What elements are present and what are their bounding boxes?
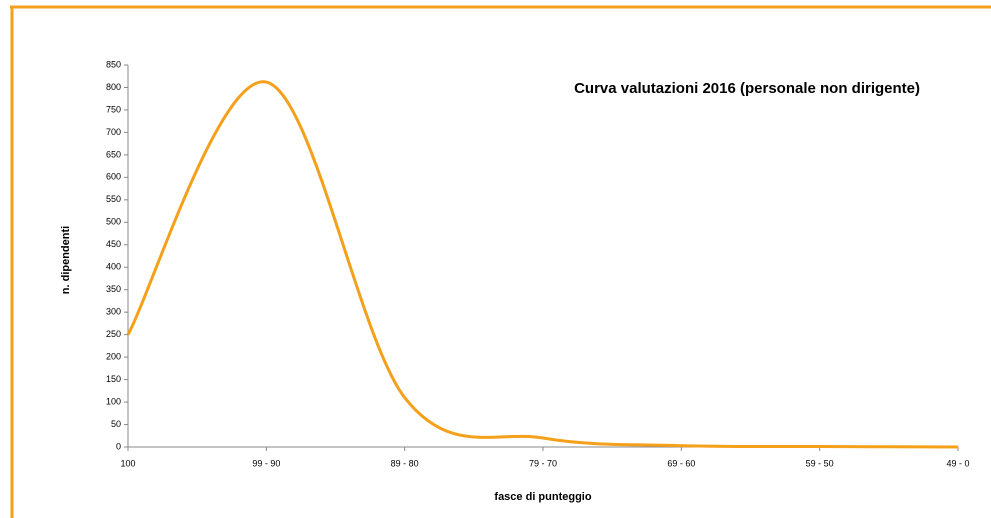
x-tick-label: 99 - 90 (252, 458, 280, 468)
y-tick-label: 600 (106, 172, 121, 182)
y-tick-label: 400 (106, 262, 121, 272)
line-series (126, 80, 959, 449)
y-tick-label: 100 (106, 396, 121, 406)
x-tick-label: 59 - 50 (806, 458, 834, 468)
y-tick-label: 0 (116, 441, 121, 451)
x-tick-label: 79 - 70 (529, 458, 557, 468)
y-tick-label: 700 (106, 127, 121, 137)
y-axis-label: n. dipendenti (60, 226, 72, 294)
x-tick-label: 69 - 60 (667, 458, 695, 468)
y-tick-label: 500 (106, 217, 121, 227)
y-tick-label: 850 (106, 59, 121, 69)
y-tick-label: 800 (106, 82, 121, 92)
y-tick-label: 150 (106, 374, 121, 384)
x-tick-label: 89 - 80 (391, 458, 419, 468)
x-tick-label: 100 (120, 458, 135, 468)
chart-title: Curva valutazioni 2016 (personale non di… (574, 80, 920, 97)
y-tick-label: 250 (106, 329, 121, 339)
y-tick-label: 650 (106, 149, 121, 159)
x-tick-label: 49 - 0 (946, 458, 969, 468)
y-tick-label: 300 (106, 307, 121, 317)
y-tick-label: 450 (106, 239, 121, 249)
y-tick-label: 50 (111, 419, 121, 429)
y-tick-label: 200 (106, 351, 121, 361)
y-tick-label: 350 (106, 284, 121, 294)
y-tick-label: 550 (106, 194, 121, 204)
y-tick-label: 750 (106, 104, 121, 114)
x-axis-label: fasce di punteggio (494, 491, 591, 503)
